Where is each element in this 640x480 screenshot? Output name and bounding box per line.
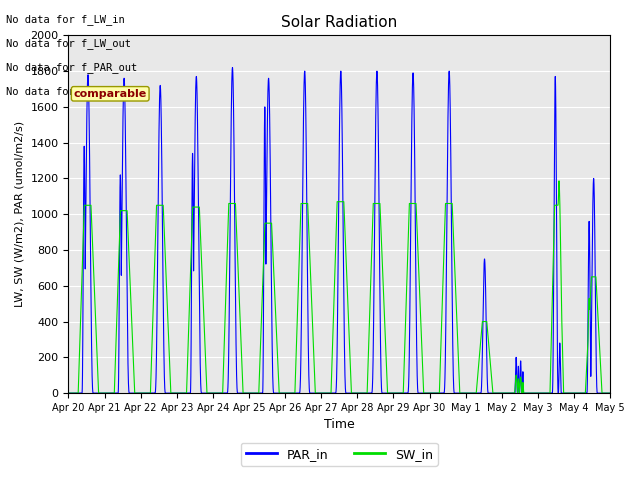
PAR_in — [390, 390, 398, 396]
PAR_in — [349, 390, 356, 396]
SW_in — [81, 203, 88, 208]
Title: Solar Radiation: Solar Radiation — [281, 15, 397, 30]
PAR_in — [606, 390, 614, 396]
SW_in — [606, 390, 614, 396]
Text: No data for f_SW_out: No data for f_SW_out — [6, 86, 131, 97]
Text: comparable: comparable — [74, 89, 147, 99]
PAR_in — [100, 390, 108, 396]
Line: SW_in: SW_in — [68, 181, 610, 393]
Y-axis label: LW, SW (W/m2), PAR (umol/m2/s): LW, SW (W/m2), PAR (umol/m2/s) — [15, 121, 25, 307]
SW_in — [100, 390, 108, 396]
Text: No data for f_LW_in: No data for f_LW_in — [6, 14, 125, 25]
Text: No data for f_LW_out: No data for f_LW_out — [6, 38, 131, 49]
X-axis label: Time: Time — [324, 419, 355, 432]
SW_in — [463, 390, 471, 396]
Text: No data for f_PAR_out: No data for f_PAR_out — [6, 62, 138, 73]
SW_in — [555, 178, 563, 184]
PAR_in — [463, 390, 471, 396]
Legend: PAR_in, SW_in: PAR_in, SW_in — [241, 443, 438, 466]
PAR_in — [65, 390, 72, 396]
SW_in — [65, 390, 72, 396]
SW_in — [390, 390, 398, 396]
PAR_in — [294, 390, 301, 396]
Line: PAR_in: PAR_in — [68, 68, 610, 393]
SW_in — [349, 390, 356, 396]
PAR_in — [228, 65, 236, 71]
SW_in — [294, 314, 301, 320]
PAR_in — [81, 148, 88, 154]
